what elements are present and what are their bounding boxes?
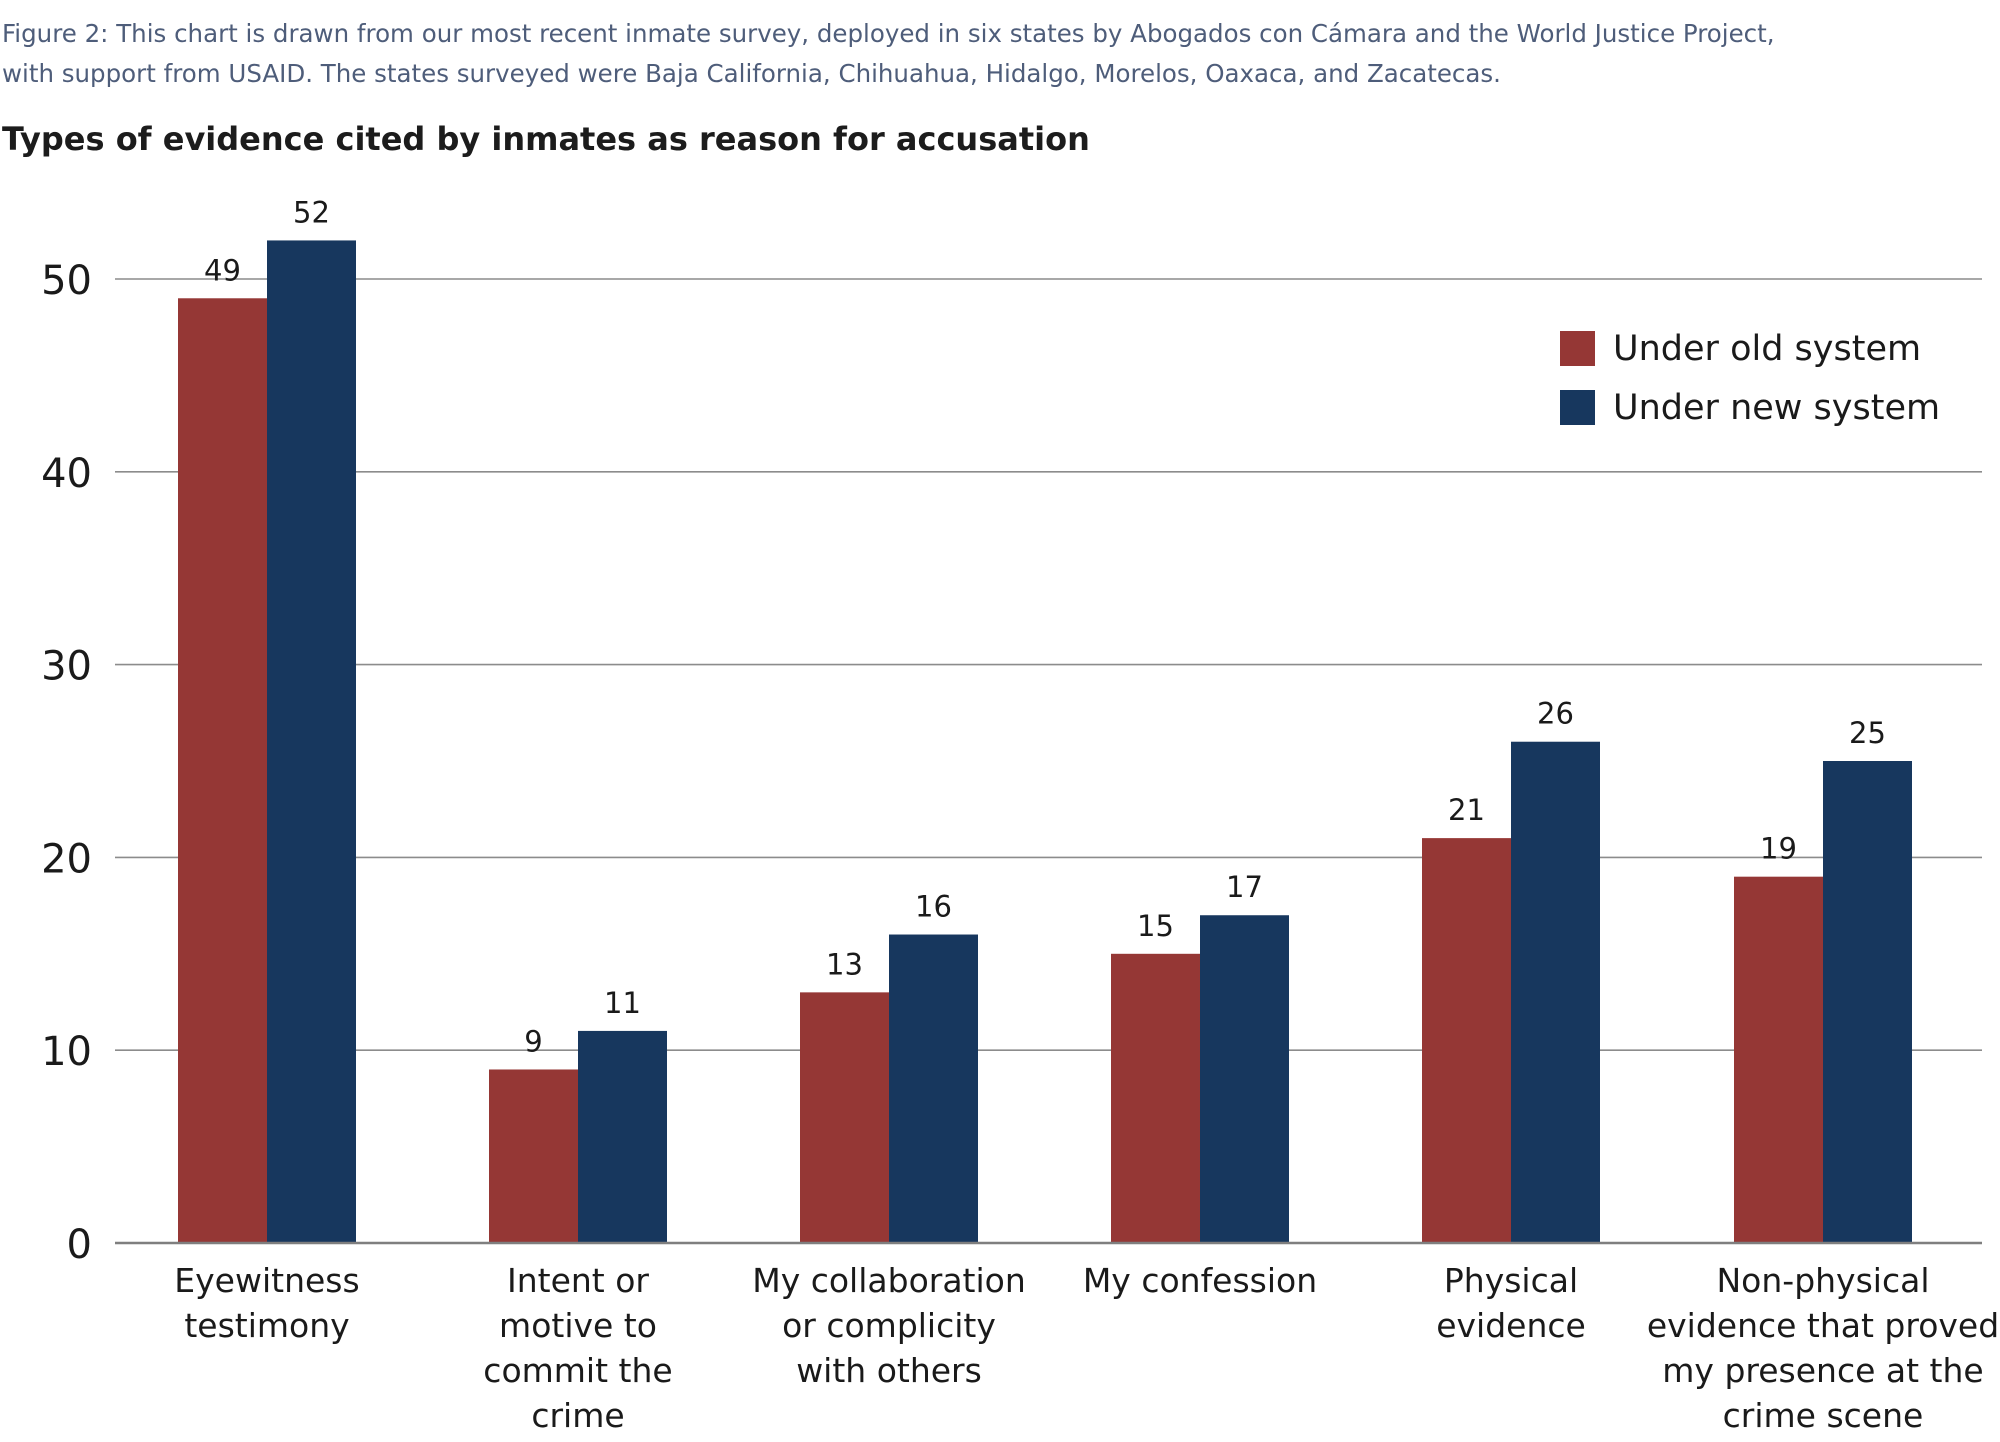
x-tick-label-line: evidence	[1436, 1306, 1586, 1345]
bar	[1734, 876, 1823, 1243]
bar	[1422, 838, 1511, 1243]
x-tick-label-line: with others	[796, 1351, 982, 1390]
bar-value-label: 52	[293, 195, 330, 229]
bar	[1200, 915, 1289, 1243]
bar	[889, 934, 978, 1243]
x-tick-label-line: My collaboration	[752, 1261, 1026, 1300]
x-tick-label-line: My confession	[1083, 1261, 1317, 1300]
bar-value-label: 15	[1137, 909, 1174, 943]
bar-value-label: 9	[524, 1024, 542, 1058]
bar	[1111, 953, 1200, 1243]
x-tick-label-line: my presence at the	[1662, 1351, 1983, 1390]
bar-value-label: 16	[915, 890, 952, 924]
bar	[578, 1030, 667, 1243]
x-tick-label: Eyewitness testimony	[174, 1261, 359, 1345]
bar	[1511, 741, 1600, 1243]
x-tick-label-line: motive to	[499, 1306, 657, 1345]
legend-swatch	[1560, 390, 1595, 425]
bar-value-label: 49	[204, 253, 241, 287]
x-tick-label: Intent or motive to commit the crime	[483, 1261, 672, 1435]
x-tick-label-line: testimony	[184, 1306, 349, 1345]
bar-value-label: 17	[1226, 870, 1263, 904]
x-tick-label-line: commit the	[483, 1351, 672, 1390]
bar-value-label: 25	[1849, 716, 1886, 750]
bar	[178, 298, 267, 1243]
legend-label: Under new system	[1613, 388, 1940, 428]
bar	[489, 1069, 578, 1243]
x-tick-label: Physical evidence	[1436, 1261, 1586, 1345]
y-tick-label: 10	[41, 1029, 92, 1075]
x-tick-label-line: Non-physical	[1717, 1261, 1930, 1300]
x-tick-label-line: crime	[531, 1396, 624, 1435]
x-tick-label: My confession	[1083, 1261, 1317, 1300]
x-tick-label: My collaboration or complicity with others	[752, 1261, 1026, 1390]
figure-caption-line-2: with support from USAID. The states surv…	[2, 59, 1501, 88]
bar	[1823, 761, 1912, 1243]
y-tick-label: 20	[41, 836, 92, 882]
legend-label: Under old system	[1613, 329, 1921, 369]
y-tick-label: 30	[41, 644, 92, 690]
bar-value-label: 26	[1537, 697, 1574, 731]
bar-value-label: 11	[604, 986, 641, 1020]
chart-title: Types of evidence cited by inmates as re…	[2, 120, 1090, 158]
x-tick-label-line: or complicity	[782, 1306, 996, 1345]
y-tick-label: 50	[41, 258, 92, 304]
y-tick-label: 0	[67, 1222, 92, 1268]
x-tick-label-line: Intent or	[507, 1261, 649, 1300]
x-tick-label-line: Eyewitness	[174, 1261, 359, 1300]
bar	[800, 992, 889, 1243]
x-tick-label-line: Physical	[1444, 1261, 1578, 1300]
x-tick-label-line: evidence that proved	[1647, 1306, 1999, 1345]
x-tick-label: Non-physical evidence that proved my prese…	[1647, 1261, 1999, 1435]
legend-swatch	[1560, 331, 1595, 366]
bar-value-label: 19	[1760, 832, 1797, 866]
figure-caption-line-1: Figure 2: This chart is drawn from our m…	[2, 19, 1775, 48]
figure-caption: Figure 2: This chart is drawn from our m…	[2, 14, 1997, 94]
bar-value-label: 21	[1448, 793, 1485, 827]
bar-value-label: 13	[826, 947, 863, 981]
x-tick-label-line: crime scene	[1723, 1396, 1924, 1435]
bar	[267, 240, 356, 1243]
y-tick-label: 40	[41, 451, 92, 497]
